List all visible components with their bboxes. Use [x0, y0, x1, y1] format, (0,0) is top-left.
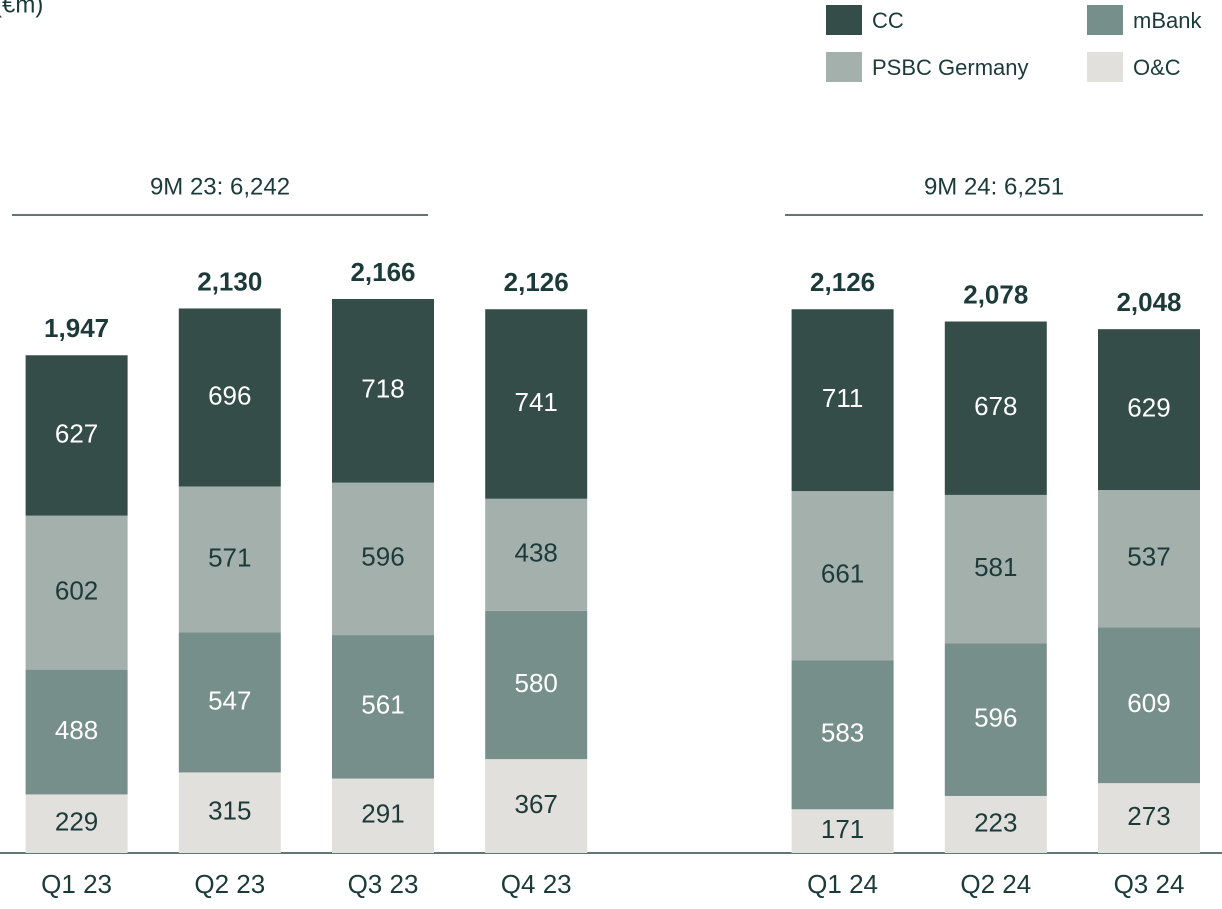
bar-segment [332, 482, 434, 636]
bar-segment [791, 809, 894, 853]
bar-segment [332, 778, 434, 853]
segment-label: 627 [55, 418, 98, 448]
unit-label: (€m) [0, 0, 43, 18]
x-tick-label: Q1 24 [807, 869, 878, 899]
segment-label: 315 [208, 796, 251, 826]
x-tick-label: Q4 23 [501, 869, 572, 899]
bar-segment [791, 660, 894, 810]
bar-segment [944, 321, 1047, 495]
segment-label: 741 [515, 387, 558, 417]
total-label: 1,947 [44, 313, 109, 343]
bar-segment [178, 308, 281, 487]
total-label: 2,078 [963, 279, 1028, 309]
bar-segment [944, 795, 1047, 853]
bar-segment [332, 635, 434, 779]
bar-segment [25, 515, 128, 670]
segment-label: 678 [974, 391, 1017, 421]
legend-swatch [1087, 5, 1123, 35]
bar-segment [1098, 490, 1200, 628]
x-tick-label: Q3 23 [348, 869, 419, 899]
bar-segment [944, 643, 1047, 796]
group-label: 9M 24: 6,251 [924, 173, 1064, 200]
bar-segment [25, 355, 128, 516]
segment-label: 609 [1127, 688, 1170, 718]
segment-label: 696 [208, 380, 251, 410]
bar-segment [944, 494, 1047, 644]
x-tick-label: Q2 23 [194, 869, 265, 899]
segment-label: 718 [361, 374, 404, 404]
legend-swatch [1087, 52, 1123, 82]
total-label: 2,126 [504, 267, 569, 297]
total-label: 2,048 [1116, 287, 1181, 317]
legend-label: mBank [1133, 8, 1202, 33]
bar-segment [791, 309, 894, 492]
segment-label: 547 [208, 685, 251, 715]
legend-swatch [826, 52, 862, 82]
segment-label: 488 [55, 715, 98, 745]
x-tick-label: Q2 24 [960, 869, 1031, 899]
bar-segment [332, 298, 434, 483]
segment-label: 602 [55, 575, 98, 605]
segment-label: 711 [822, 383, 863, 413]
segment-label: 223 [974, 807, 1017, 837]
bar-segment [1098, 783, 1200, 853]
segment-label: 561 [361, 690, 404, 720]
segment-label: 229 [55, 807, 98, 837]
segment-label: 596 [361, 542, 404, 572]
segment-label: 580 [515, 668, 558, 698]
segment-label: 581 [974, 552, 1017, 582]
bar-segment [178, 632, 281, 773]
total-label: 2,126 [810, 267, 875, 297]
segment-label: 583 [821, 718, 864, 748]
segment-label: 438 [515, 538, 558, 568]
group-label: 9M 23: 6,242 [150, 173, 290, 200]
total-label: 2,166 [350, 257, 415, 287]
segment-label: 629 [1127, 392, 1170, 422]
total-label: 2,130 [197, 266, 262, 296]
bar-segment [485, 498, 588, 611]
bar-segment [1098, 627, 1200, 784]
bar-segment [485, 610, 588, 760]
segment-label: 661 [821, 558, 864, 588]
bar-segment [25, 669, 128, 795]
segment-label: 291 [361, 799, 404, 829]
segment-label: 537 [1127, 542, 1170, 572]
bar-segment [25, 794, 128, 853]
segment-label: 596 [974, 703, 1017, 733]
bar-segment [1098, 329, 1200, 491]
segment-label: 171 [821, 814, 864, 844]
legend-label: PSBC Germany [872, 55, 1029, 80]
bar-segment [178, 486, 281, 633]
legend-swatch [826, 5, 862, 35]
segment-label: 273 [1127, 801, 1170, 831]
x-tick-label: Q3 24 [1114, 869, 1185, 899]
legend-label: O&C [1133, 55, 1181, 80]
x-tick-label: Q1 23 [41, 869, 112, 899]
bar-segment [485, 759, 588, 853]
legend-label: CC [872, 8, 904, 33]
bar-segment [485, 309, 588, 499]
bar-segment [791, 491, 894, 661]
segment-label: 367 [515, 789, 558, 819]
segment-label: 571 [208, 542, 251, 572]
bar-segment [178, 772, 281, 853]
